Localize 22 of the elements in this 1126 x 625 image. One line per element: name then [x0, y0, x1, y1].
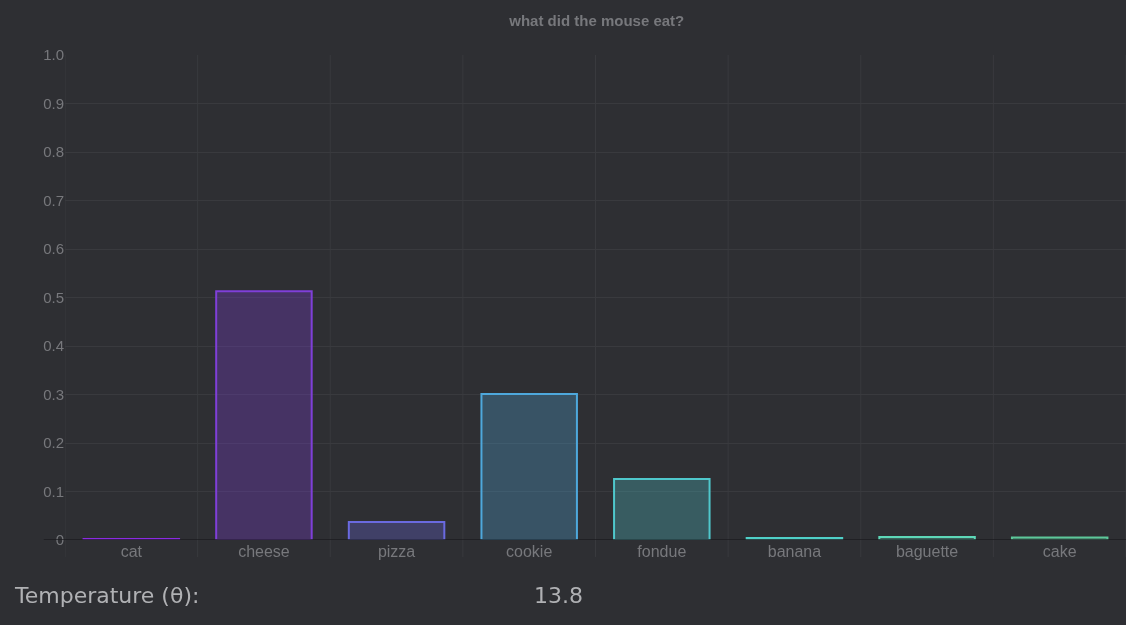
y-tick-label: 0.7	[43, 191, 64, 209]
y-tick-label: 0.5	[43, 288, 64, 306]
text: Temperature (θ):	[14, 583, 200, 608]
y-tick-label: 0.1	[43, 482, 64, 500]
y-tick-label: 0.9	[43, 94, 64, 112]
chart-title: what did the mouse eat?	[508, 12, 685, 30]
y-tick-label: 1.0	[43, 46, 64, 64]
x-tick-label: cake	[1042, 543, 1077, 560]
y-tick-label: 0	[55, 531, 64, 549]
x-tick-label: cat	[120, 543, 143, 560]
x-tick-label: banana	[767, 543, 822, 560]
x-tick-label: cheese	[238, 543, 290, 560]
x-tick-label: baguette	[895, 543, 959, 560]
x-tick-label: cookie	[506, 543, 553, 560]
y-tick-label: 0.8	[43, 143, 64, 161]
y-tick-label: 0.4	[43, 337, 64, 355]
y-tick-label: 0.6	[43, 240, 64, 258]
x-tick-label: pizza	[377, 543, 416, 560]
y-tick-label: 0.2	[43, 434, 64, 452]
y-tick-label: 0.3	[43, 385, 64, 403]
text: 13.8	[534, 583, 583, 608]
x-tick-label: fondue	[637, 543, 687, 560]
